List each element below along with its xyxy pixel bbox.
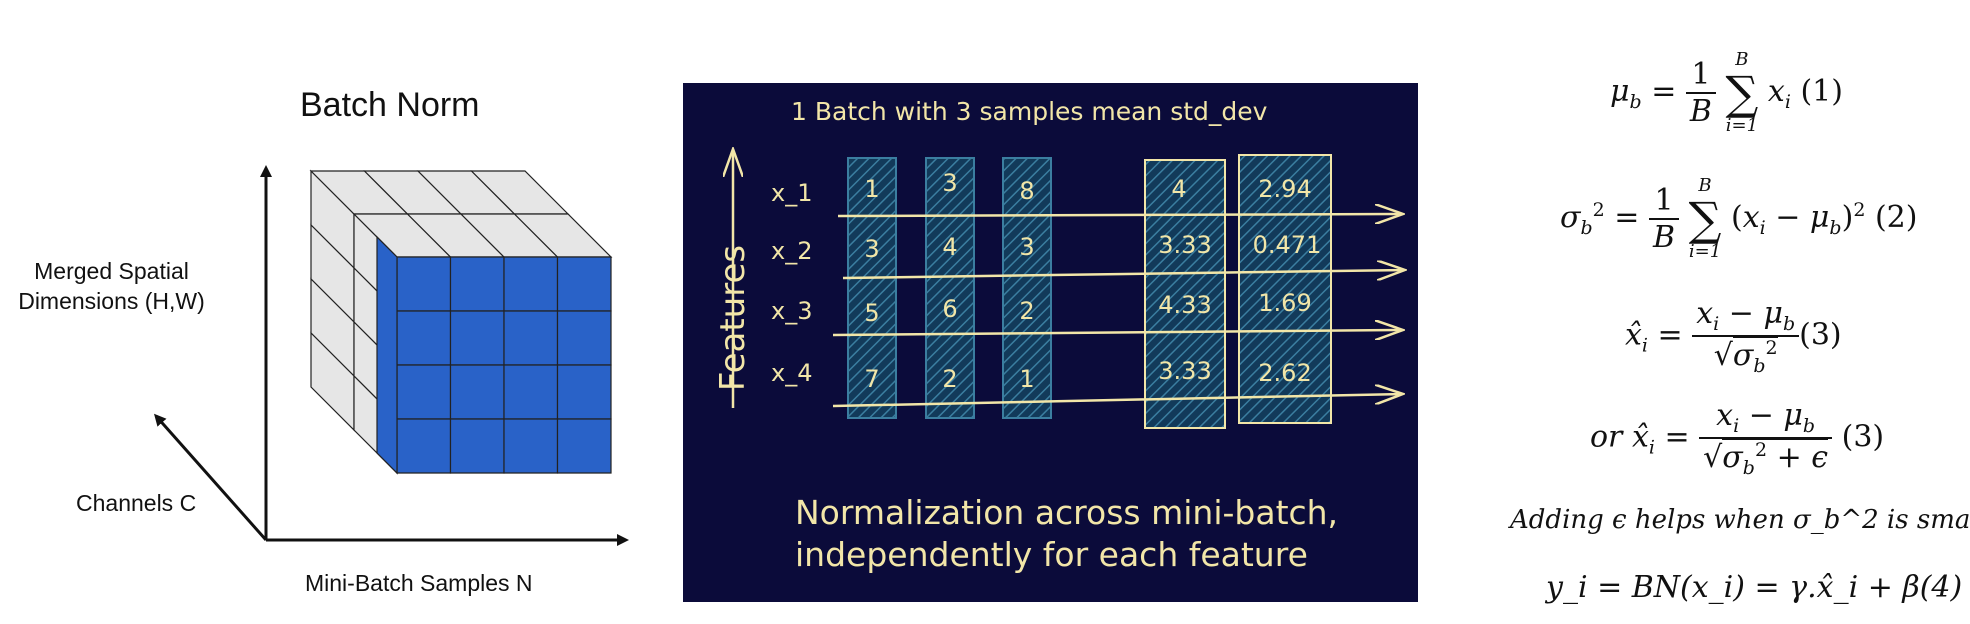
equation-normalize: x̂i = xi − μb √σb2 (3) — [1625, 296, 1842, 377]
mini-batch-samples-label: Mini-Batch Samples N — [305, 570, 533, 596]
cube-front-cell — [449, 310, 505, 366]
cube-front-cell — [396, 310, 452, 366]
row-label-1: x_1 — [771, 179, 813, 207]
cube-front-cell — [503, 418, 559, 474]
row-arrow-2 — [842, 270, 1403, 278]
cube-front-edge — [376, 235, 398, 475]
cell-r4-c3: 1 — [1019, 365, 1035, 393]
cube-front-cell — [556, 418, 612, 474]
panel-header: 1 Batch with 3 samples mean std_dev — [791, 97, 1268, 126]
cell-r3-c3: 2 — [1019, 297, 1035, 325]
row-label-3: x_3 — [771, 297, 813, 325]
depth-axis-arrow — [154, 413, 268, 541]
cell-r1-mean: 4 — [1171, 175, 1187, 203]
batch-normalization-panel: 1 Batch with 3 samples mean std_dev Feat… — [683, 83, 1418, 602]
cube-front-cell — [503, 256, 559, 312]
cell-r4-c1: 7 — [864, 365, 880, 393]
row-arrow-3 — [832, 330, 1401, 335]
cell-r3-std: 1.69 — [1258, 289, 1312, 317]
cube-front-cell — [503, 364, 559, 420]
cell-r1-std: 2.94 — [1258, 175, 1312, 203]
cube-front-cell — [556, 364, 612, 420]
batch-norm-title: Batch Norm — [300, 86, 480, 124]
cube-front-cell — [556, 310, 612, 366]
cell-r3-mean: 4.33 — [1158, 291, 1212, 319]
equation-mean-tag: (1) — [1800, 74, 1843, 109]
equation-normalize-tag: (3) — [1799, 317, 1842, 353]
channels-label: Channels C — [76, 490, 197, 516]
cell-r2-std: 0.471 — [1252, 231, 1322, 259]
cell-r1-c2: 3 — [942, 169, 958, 197]
row-arrow-4 — [832, 394, 1401, 408]
row-label-2: x_2 — [771, 237, 813, 265]
cube-front-cell — [556, 256, 612, 312]
cell-r4-c2: 2 — [942, 365, 958, 393]
cell-r3-c2: 6 — [942, 295, 958, 323]
sample-column-1 — [847, 157, 897, 419]
caption-line-1: Normalization across mini-batch, — [795, 493, 1339, 532]
cell-r2-mean: 3.33 — [1158, 231, 1212, 259]
cube-front-cell — [449, 418, 505, 474]
panel-drawing — [683, 83, 1418, 429]
cell-r4-std: 2.62 — [1258, 359, 1312, 387]
epsilon-note: Adding ϵ helps when σ_b^2 is small — [1510, 505, 1970, 535]
equation-variance-tag: (2) — [1874, 200, 1918, 235]
spatial-dimensions-label: Merged Spatial Dimensions (H,W) — [18, 258, 205, 314]
sample-column-2 — [925, 157, 975, 419]
feature-cube — [309, 169, 613, 475]
equation-normalize-epsilon-tag: (3) — [1841, 419, 1885, 455]
sample-column-3 — [1002, 157, 1052, 419]
mean-column — [1144, 159, 1226, 429]
cell-r4-mean: 3.33 — [1158, 357, 1212, 385]
cell-r3-c1: 5 — [864, 299, 880, 327]
caption-line-2: independently for each feature — [795, 535, 1308, 574]
row-label-4: x_4 — [771, 359, 813, 387]
cube-front-cell — [503, 310, 559, 366]
equation-scale-shift: y_i = BN(x_i) = γ.x̂_i + β(4) — [1546, 570, 1963, 605]
row-arrow-1 — [837, 214, 1401, 216]
cell-r2-c3: 3 — [1019, 233, 1035, 261]
cell-r2-c2: 4 — [942, 233, 958, 261]
cube-front-cell — [396, 418, 452, 474]
std-dev-column — [1238, 154, 1332, 424]
equation-normalize-epsilon: or x̂i = xi − μb √σb2 + ϵ (3) — [1590, 398, 1885, 479]
cell-r2-c1: 3 — [864, 235, 880, 263]
cell-r1-c3: 8 — [1019, 177, 1035, 205]
cell-r1-c1: 1 — [864, 175, 880, 203]
cube-front-cell — [396, 256, 452, 312]
cube-front-cell — [396, 364, 452, 420]
features-label: Features — [713, 244, 753, 392]
cube-front-cell — [449, 364, 505, 420]
cube-front-cell — [449, 256, 505, 312]
